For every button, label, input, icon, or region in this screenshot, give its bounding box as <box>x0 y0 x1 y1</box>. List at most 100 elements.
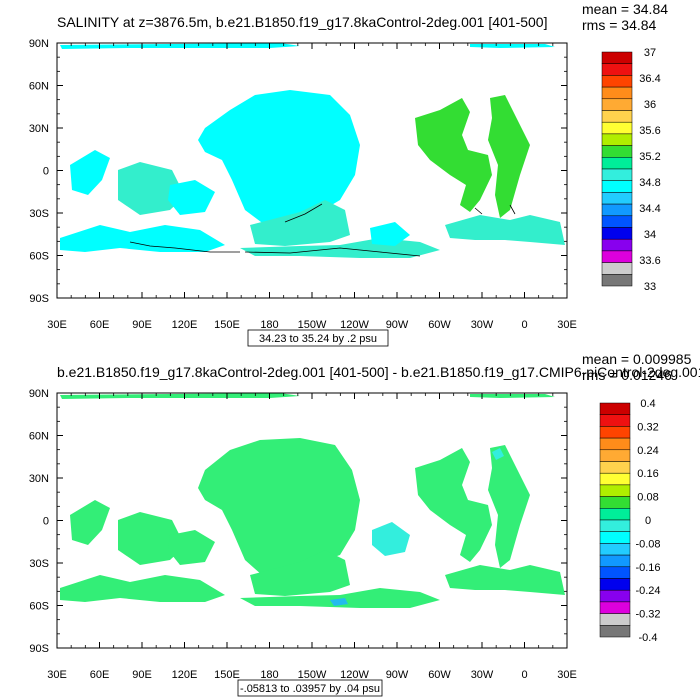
top-region-south-atlantic-west <box>370 222 410 246</box>
bottom-range-box: -.05813 to .03957 by .04 psu <box>237 679 383 697</box>
y-tick-label: 90S <box>29 643 49 655</box>
top-range-label: 34.23 to 35.24 by .2 psu <box>259 333 377 345</box>
bottom-region-north-atlantic <box>488 445 530 568</box>
colorbar-label: -0.32 <box>635 609 660 621</box>
bottom-panel: b.e21.B1850.f19_g17.8kaControl-2deg.001 … <box>29 351 700 697</box>
bottom-region-cyan-arctic <box>492 448 504 460</box>
top-region-islet <box>425 147 432 152</box>
y-tick-label: 60N <box>29 431 49 443</box>
bottom-region-pacific-south <box>250 550 350 596</box>
colorbar-swatch <box>599 437 631 451</box>
colorbar-swatch <box>599 566 631 579</box>
x-tick-label: 120E <box>172 319 198 331</box>
x-tick-label: 90E <box>132 319 152 331</box>
x-tick-label: 60W <box>428 319 451 331</box>
colorbar-label: 35.6 <box>639 125 660 137</box>
bottom-range-label: -.05813 to .03957 by .04 psu <box>240 683 380 695</box>
colorbar-swatch <box>601 238 633 252</box>
top-region-pacific-south <box>250 200 350 246</box>
bottom-region-cyan-patch <box>372 522 410 556</box>
y-tick-label: 90N <box>29 388 49 400</box>
colorbar-label: 33 <box>644 281 656 293</box>
x-tick-label: 150E <box>214 669 240 681</box>
x-tick-label: 30E <box>47 669 67 681</box>
bottom-colorbar: 0.4 0.32 0.24 0.16 0.08 0 -0.08 -0.16 -0.24 -0.32… <box>599 398 661 644</box>
bottom-region-atlantic <box>415 448 492 562</box>
top-y-axis: 90N 60N 30N 0 30S 60S 90S <box>29 38 49 305</box>
y-tick-label: 90S <box>29 293 49 305</box>
colorbar-swatch <box>601 168 633 181</box>
x-tick-label: 120W <box>340 319 369 331</box>
colorbar-label: 0.32 <box>637 421 658 433</box>
colorbar-swatch <box>599 402 631 415</box>
y-tick-label: 60S <box>29 601 49 613</box>
colorbar-swatch <box>599 449 631 462</box>
colorbar-swatch <box>599 554 631 568</box>
top-map-field <box>60 43 565 258</box>
colorbar-swatch <box>599 543 631 556</box>
x-tick-label: 0 <box>521 319 527 331</box>
x-tick-label: 60E <box>90 319 110 331</box>
colorbar-label: 0 <box>645 515 651 527</box>
x-tick-label: 120W <box>340 669 369 681</box>
colorbar-label: -0.16 <box>635 562 660 574</box>
colorbar-swatch <box>599 589 631 603</box>
colorbar-swatch <box>599 601 631 614</box>
colorbar-label: 34.4 <box>639 203 660 215</box>
colorbar-label: -0.08 <box>635 538 660 550</box>
colorbar-label: 36 <box>644 99 656 111</box>
x-tick-label: 30E <box>47 319 67 331</box>
top-region-west-africa <box>70 150 110 195</box>
colorbar-swatch <box>601 203 633 217</box>
colorbar-swatch <box>599 496 631 509</box>
x-tick-label: 150E <box>214 319 240 331</box>
top-axis-ticks <box>56 42 568 299</box>
y-tick-label: 30S <box>29 208 49 220</box>
bottom-region-southern-ocean <box>240 588 440 608</box>
top-region-indian <box>118 162 185 215</box>
colorbar-label: 34.8 <box>639 177 660 189</box>
colorbar-swatch <box>601 157 633 170</box>
colorbar-swatch <box>601 121 633 135</box>
x-tick-label: 180 <box>260 319 278 331</box>
colorbar-label: 33.6 <box>639 255 660 267</box>
x-tick-label: 150W <box>298 669 327 681</box>
x-tick-label: 30E <box>557 669 577 681</box>
colorbar-swatch <box>601 262 633 275</box>
colorbar-swatch <box>599 519 631 532</box>
colorbar-swatch <box>601 274 633 287</box>
top-stat-rms: rms = 34.84 <box>582 17 657 33</box>
top-x-axis: 30E 60E 90E 120E 150E 180 150W 120W 90W 60W 30W 0 30… <box>47 319 577 331</box>
bottom-x-axis: 30E 60E 90E 120E 150E 180 150W 120W 90W 60W 30W 0 30… <box>47 669 577 681</box>
colorbar-swatch <box>599 613 631 626</box>
colorbar-swatch <box>601 227 633 240</box>
x-tick-label: 60W <box>428 669 451 681</box>
bottom-region-small-1 <box>168 530 215 565</box>
colorbar-swatch <box>601 180 633 193</box>
bottom-region-west-africa <box>70 500 110 545</box>
bottom-axis-ticks <box>56 392 568 649</box>
colorbar-label: 34 <box>644 229 656 241</box>
top-colorbar: 37 36.4 36 35.6 35.2 34.8 34.4 34 33.6 33 <box>601 47 661 293</box>
bottom-title: b.e21.B1850.f19_g17.8kaControl-2deg.001 … <box>57 364 700 380</box>
top-panel: SALINITY at z=3876.5m, b.e21.B1850.f19_g… <box>29 1 668 347</box>
bottom-map-field <box>60 393 565 608</box>
bottom-region-blue-patch <box>330 598 348 606</box>
colorbar-swatch <box>601 98 633 111</box>
bottom-region-indian <box>118 512 185 565</box>
colorbar-swatch <box>601 215 633 228</box>
bottom-y-axis: 90N 60N 30N 0 30S 60S 90S <box>29 388 49 655</box>
bottom-region-south-atlantic <box>445 565 565 595</box>
top-region-south-atlantic <box>445 215 565 245</box>
colorbar-label: 0.4 <box>640 398 655 410</box>
y-tick-label: 30S <box>29 558 49 570</box>
bottom-region-pacific <box>198 438 360 575</box>
colorbar-swatch <box>599 531 631 544</box>
x-tick-label: 120E <box>172 669 198 681</box>
bottom-region-arctic-east <box>470 394 555 398</box>
bottom-region-south-indian <box>60 575 225 602</box>
colorbar-label: 35.2 <box>639 151 660 163</box>
y-tick-label: 60N <box>29 81 49 93</box>
top-title: SALINITY at z=3876.5m, b.e21.B1850.f19_g… <box>57 14 547 30</box>
